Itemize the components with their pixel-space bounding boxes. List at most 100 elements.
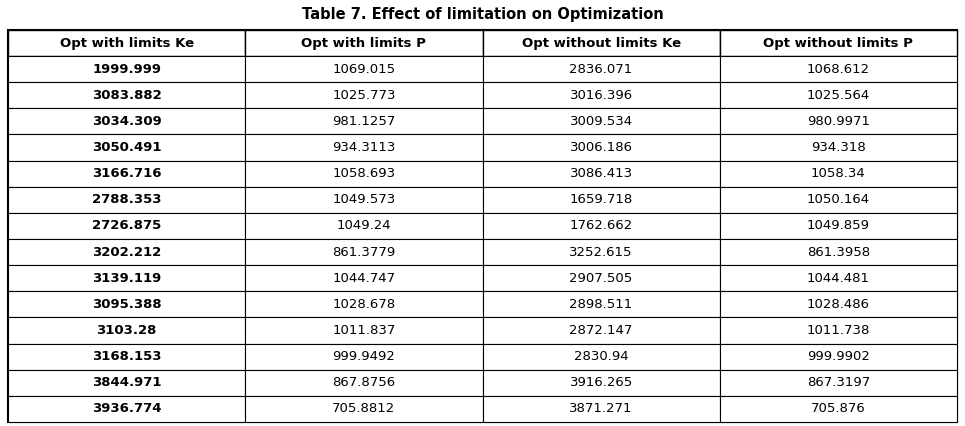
- Bar: [720, 82, 957, 108]
- Bar: [720, 187, 957, 213]
- Text: 3083.882: 3083.882: [92, 89, 161, 102]
- Bar: [245, 161, 482, 187]
- Text: Opt with limits Ke: Opt with limits Ke: [60, 37, 194, 49]
- Text: 1011.837: 1011.837: [332, 324, 396, 337]
- Text: 1762.662: 1762.662: [569, 219, 633, 233]
- Bar: [8, 56, 245, 82]
- Bar: [720, 30, 957, 56]
- Text: 3202.212: 3202.212: [92, 245, 161, 259]
- Bar: [8, 239, 245, 265]
- Bar: [720, 56, 957, 82]
- Bar: [720, 370, 957, 396]
- Text: 1049.573: 1049.573: [332, 193, 396, 206]
- Text: 1044.481: 1044.481: [807, 272, 869, 285]
- Bar: [8, 108, 245, 135]
- Text: 3095.388: 3095.388: [92, 298, 161, 311]
- Text: 867.3197: 867.3197: [807, 376, 870, 389]
- Text: Table 7. Effect of limitation on Optimization: Table 7. Effect of limitation on Optimiz…: [302, 6, 663, 21]
- Bar: [482, 239, 720, 265]
- Bar: [245, 344, 482, 370]
- Bar: [482, 82, 720, 108]
- Text: 3103.28: 3103.28: [96, 324, 156, 337]
- Bar: [245, 213, 482, 239]
- Text: 3166.716: 3166.716: [92, 167, 161, 180]
- Text: 3871.271: 3871.271: [569, 403, 633, 415]
- Bar: [720, 108, 957, 135]
- Text: 1058.34: 1058.34: [811, 167, 866, 180]
- Bar: [245, 317, 482, 344]
- Bar: [8, 317, 245, 344]
- Text: 3139.119: 3139.119: [92, 272, 161, 285]
- Bar: [482, 187, 720, 213]
- Text: 3006.186: 3006.186: [569, 141, 633, 154]
- Text: 3252.615: 3252.615: [569, 245, 633, 259]
- Bar: [245, 239, 482, 265]
- Bar: [8, 135, 245, 161]
- Text: 2726.875: 2726.875: [92, 219, 161, 233]
- Text: 2788.353: 2788.353: [92, 193, 161, 206]
- Text: 861.3958: 861.3958: [807, 245, 869, 259]
- Text: 934.318: 934.318: [811, 141, 866, 154]
- Bar: [8, 344, 245, 370]
- Bar: [482, 213, 720, 239]
- Bar: [245, 30, 482, 56]
- Bar: [482, 317, 720, 344]
- Text: 705.8812: 705.8812: [332, 403, 396, 415]
- Text: 2836.071: 2836.071: [569, 63, 633, 75]
- Bar: [245, 265, 482, 291]
- Bar: [720, 135, 957, 161]
- Text: 981.1257: 981.1257: [332, 115, 396, 128]
- Text: 2830.94: 2830.94: [574, 350, 628, 363]
- Text: 1068.612: 1068.612: [807, 63, 869, 75]
- Text: Opt without limits Ke: Opt without limits Ke: [521, 37, 680, 49]
- Text: 3034.309: 3034.309: [92, 115, 161, 128]
- Text: 3050.491: 3050.491: [92, 141, 161, 154]
- Bar: [245, 187, 482, 213]
- Bar: [482, 291, 720, 317]
- Text: 2872.147: 2872.147: [569, 324, 633, 337]
- Bar: [720, 161, 957, 187]
- Text: Opt without limits P: Opt without limits P: [763, 37, 913, 49]
- Bar: [482, 135, 720, 161]
- Bar: [245, 108, 482, 135]
- Bar: [720, 317, 957, 344]
- Bar: [720, 344, 957, 370]
- Bar: [245, 82, 482, 108]
- Text: 1011.738: 1011.738: [807, 324, 870, 337]
- Text: 3916.265: 3916.265: [569, 376, 633, 389]
- Text: 1028.678: 1028.678: [332, 298, 396, 311]
- Text: 3016.396: 3016.396: [569, 89, 633, 102]
- Text: 1999.999: 1999.999: [92, 63, 161, 75]
- Text: 2898.511: 2898.511: [569, 298, 633, 311]
- Text: 1659.718: 1659.718: [569, 193, 633, 206]
- Bar: [8, 187, 245, 213]
- Text: 867.8756: 867.8756: [332, 376, 396, 389]
- Text: 980.9971: 980.9971: [807, 115, 869, 128]
- Bar: [720, 291, 957, 317]
- Bar: [8, 161, 245, 187]
- Text: 3086.413: 3086.413: [569, 167, 633, 180]
- Bar: [8, 291, 245, 317]
- Bar: [245, 396, 482, 422]
- Text: 1058.693: 1058.693: [332, 167, 396, 180]
- Bar: [245, 56, 482, 82]
- Bar: [482, 161, 720, 187]
- Bar: [482, 396, 720, 422]
- Bar: [245, 291, 482, 317]
- Bar: [482, 30, 720, 56]
- Text: 934.3113: 934.3113: [332, 141, 396, 154]
- Bar: [245, 370, 482, 396]
- Text: 705.876: 705.876: [811, 403, 866, 415]
- Text: 1050.164: 1050.164: [807, 193, 869, 206]
- Text: 3936.774: 3936.774: [92, 403, 161, 415]
- Bar: [8, 213, 245, 239]
- Bar: [8, 30, 245, 56]
- Text: 1044.747: 1044.747: [332, 272, 396, 285]
- Text: 1028.486: 1028.486: [807, 298, 869, 311]
- Bar: [482, 56, 720, 82]
- Bar: [8, 370, 245, 396]
- Text: 999.9902: 999.9902: [807, 350, 869, 363]
- Text: 1025.564: 1025.564: [807, 89, 870, 102]
- Bar: [482, 265, 720, 291]
- Bar: [482, 108, 720, 135]
